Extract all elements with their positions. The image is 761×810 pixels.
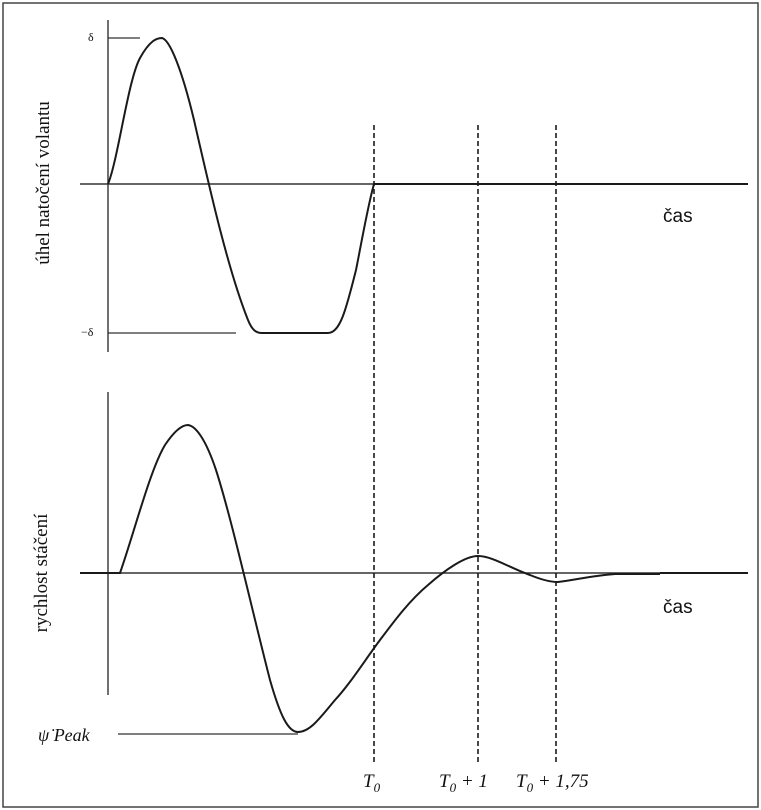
top-x-axis-label: čas bbox=[663, 206, 693, 227]
marker-label-t0-plus-175: T0 + 1,75 bbox=[516, 771, 589, 795]
top-y-axis-label: úhel natočení volantu bbox=[33, 101, 54, 265]
tick-max-label: δ bbox=[88, 30, 94, 44]
peak-text: Peak bbox=[53, 725, 90, 745]
peak-label: ψ̇ Peak bbox=[38, 726, 90, 744]
marker-label-t0: T0 bbox=[363, 771, 381, 795]
steering-angle-curve bbox=[107, 36, 748, 334]
peak-symbol: ψ̇ bbox=[38, 725, 50, 745]
marker-label-t0-plus-1: T0 + 1 bbox=[439, 771, 488, 795]
bottom-y-axis-label: rychlost stáčení bbox=[31, 513, 52, 633]
yaw-rate-curve bbox=[80, 423, 748, 734]
tick-min-label: −δ bbox=[81, 325, 94, 339]
bottom-x-axis-label: čas bbox=[663, 597, 693, 618]
